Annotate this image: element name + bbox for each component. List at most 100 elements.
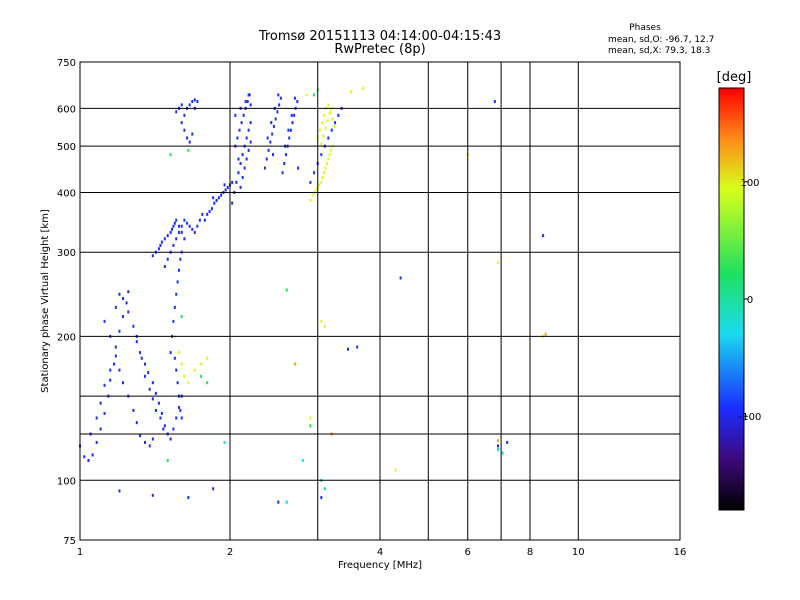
scatter-point <box>173 356 176 360</box>
scatter-point <box>284 153 287 157</box>
scatter-point <box>103 319 106 323</box>
colorbar <box>718 87 745 511</box>
scatter-point <box>287 128 290 132</box>
scatter-point <box>496 439 499 443</box>
scatter-point <box>172 319 175 323</box>
scatter-point <box>118 292 121 296</box>
x-tick-label: 1 <box>77 547 83 558</box>
scatter-point <box>506 440 509 444</box>
scatter-point <box>248 93 251 97</box>
scatter-point <box>285 288 288 292</box>
scatter-point <box>238 128 241 132</box>
scatter-point <box>236 136 239 140</box>
scatter-point <box>196 100 199 104</box>
scatter-point <box>323 171 326 175</box>
scatter-point <box>177 351 180 355</box>
scatter-point <box>175 218 178 222</box>
scatter-point <box>151 254 154 258</box>
scatter-point <box>173 305 176 309</box>
scatter-point <box>187 496 190 500</box>
scatter-point <box>160 411 163 415</box>
scatter-point <box>177 405 180 409</box>
scatter-point <box>191 227 194 231</box>
scatter-point <box>246 100 249 104</box>
scatter-point <box>160 240 163 244</box>
y-tick-label: 500 <box>57 142 76 153</box>
scatter-point <box>322 134 325 138</box>
scatter-point <box>118 368 121 372</box>
scatter-point <box>245 157 248 161</box>
scatter-point <box>172 243 175 247</box>
scatter-point <box>327 103 330 107</box>
scatter-point <box>241 153 244 157</box>
scatter-point <box>140 356 143 360</box>
scatter-point <box>208 210 211 214</box>
scatter-point <box>309 180 312 184</box>
scatter-point <box>544 332 547 336</box>
scatter-point <box>274 117 277 121</box>
scatter-point <box>180 103 183 107</box>
scatter-point <box>215 198 218 202</box>
scatter-point <box>249 103 252 107</box>
scatter-point <box>186 221 189 225</box>
scatter-point <box>272 124 275 128</box>
scatter-point <box>183 218 186 222</box>
scatter-point <box>163 237 166 241</box>
scatter-point <box>177 224 180 228</box>
scatter-point <box>183 113 186 117</box>
scatter-point <box>289 128 292 132</box>
scatter-point <box>180 121 183 125</box>
scatter-point <box>318 183 321 187</box>
scatter-point <box>290 113 293 117</box>
scatter-point <box>166 458 169 462</box>
scatter-point <box>109 368 112 372</box>
scatter-point <box>321 175 324 179</box>
scatter-point <box>114 354 117 358</box>
scatter-point <box>95 440 98 444</box>
scatter-point <box>148 444 151 448</box>
scatter-point <box>139 351 142 355</box>
scatter-point <box>328 153 331 157</box>
scatter-point <box>323 113 326 117</box>
colorbar-tick-label: 0 <box>747 295 753 306</box>
y-tick-label: 400 <box>57 188 76 199</box>
scatter-point <box>169 437 172 441</box>
phase-stats-x: mean, sd,X: 79.3, 18.3 <box>608 46 710 56</box>
scatter-point <box>296 100 299 104</box>
scatter-point <box>163 424 166 428</box>
scatter-point <box>320 496 323 500</box>
scatter-point <box>315 188 318 192</box>
y-tick-label: 300 <box>57 248 76 259</box>
scatter-point <box>321 121 324 125</box>
scatter-point <box>326 119 329 123</box>
scatter-point <box>175 368 178 372</box>
scatter-point <box>324 126 327 130</box>
scatter-point <box>166 234 169 238</box>
scatter-point <box>327 136 330 140</box>
scatter-point <box>220 193 223 197</box>
scatter-point <box>186 136 189 140</box>
colorbar-tick-label: 100 <box>740 178 759 189</box>
scatter-point <box>180 315 183 319</box>
scatter-point <box>231 201 234 205</box>
y-tick-label: 100 <box>57 476 76 487</box>
scatter-point <box>193 230 196 234</box>
scatter-point <box>309 198 312 202</box>
scatter-point <box>237 157 240 161</box>
scatter-point <box>159 416 162 420</box>
scatter-point <box>267 148 270 152</box>
scatter-point <box>278 103 281 107</box>
scatter-point <box>293 96 296 100</box>
scatter-point <box>188 140 191 144</box>
scatter-point <box>223 183 226 187</box>
scatter-point <box>175 292 178 296</box>
scatter-point <box>234 113 237 117</box>
scatter-point <box>177 230 180 234</box>
scatter-point <box>224 188 227 192</box>
scatter-point <box>127 290 130 294</box>
scatter-point <box>331 117 334 121</box>
scatter-point <box>309 416 312 420</box>
scatter-point <box>270 121 273 125</box>
scatter-point <box>276 110 279 114</box>
